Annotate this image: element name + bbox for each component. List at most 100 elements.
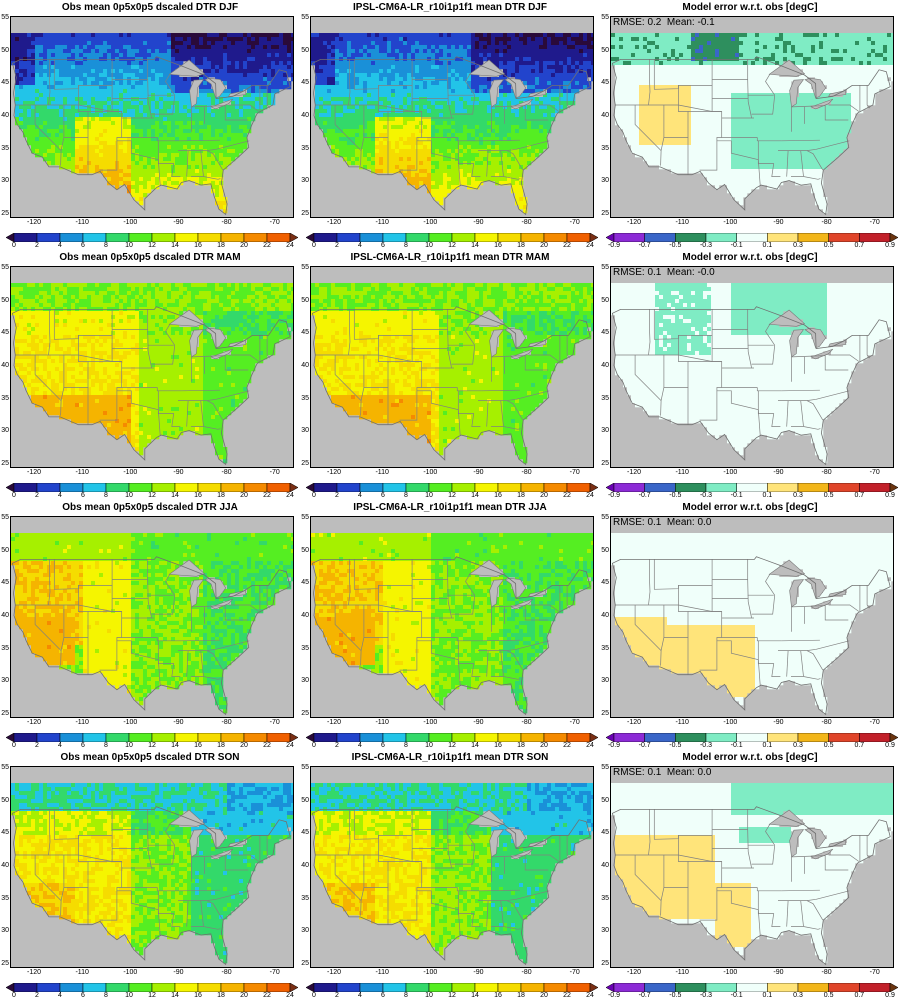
map-svg xyxy=(311,783,593,966)
state-boundary xyxy=(181,389,220,392)
colorbar-swatch xyxy=(243,233,268,242)
state-boundary xyxy=(186,900,189,927)
map-panel-model-son: IPSL-CM6A-LR_r10i1p1f1 mean DTR SON 55 50 4… xyxy=(300,750,600,1000)
state-boundary xyxy=(451,74,476,115)
field-cells xyxy=(11,33,293,214)
lon-tick-label: -80 xyxy=(512,469,542,476)
state-boundary xyxy=(186,400,189,427)
colorbar-swatch xyxy=(105,983,130,992)
lon-tick-label: -80 xyxy=(812,719,842,726)
colorbar-label: 18 xyxy=(209,492,233,499)
lon-tick-label: -90 xyxy=(763,219,793,226)
state-boundary xyxy=(791,605,826,608)
state-boundary xyxy=(157,890,181,927)
state-boundary xyxy=(34,105,62,151)
colorbar-swatch xyxy=(828,983,860,992)
colorbar-label: 6 xyxy=(371,242,395,249)
state-boundary xyxy=(757,140,781,177)
lat-tick-label: 30 xyxy=(597,177,609,184)
state-boundary xyxy=(191,605,226,608)
state-boundary xyxy=(778,890,850,901)
state-boundary xyxy=(491,650,504,677)
state-boundary xyxy=(528,354,560,362)
colorbar-swatch xyxy=(174,733,199,742)
colorbar-label: -0.9 xyxy=(602,742,626,749)
colorbar-label: 2 xyxy=(325,742,349,749)
state-boundary xyxy=(524,355,549,371)
great-lake-3 xyxy=(210,848,234,860)
colorbar xyxy=(606,483,898,492)
state-boundary xyxy=(191,650,204,677)
colorbar-label: 16 xyxy=(486,742,510,749)
colorbar-label: 24 xyxy=(578,742,602,749)
lat-tick-label: 35 xyxy=(597,895,609,902)
great-lake-2 xyxy=(204,827,227,849)
state-boundary xyxy=(716,390,761,436)
state-boundary xyxy=(747,59,752,119)
state-boundary xyxy=(528,104,560,112)
state-boundary xyxy=(206,150,224,171)
colorbar-swatch xyxy=(474,733,499,742)
map-svg xyxy=(611,783,893,966)
lat-tick-label: 50 xyxy=(0,547,9,554)
state-boundary xyxy=(716,890,761,936)
great-lake-2 xyxy=(804,327,827,349)
lat-tick-label: 35 xyxy=(297,395,309,402)
country-outline xyxy=(311,56,591,216)
lat-tick-label: 35 xyxy=(297,645,309,652)
colorbar-swatch xyxy=(128,733,153,742)
colorbar-swatch xyxy=(82,983,107,992)
state-boundary xyxy=(524,855,549,871)
state-boundary xyxy=(716,640,761,686)
colorbar-swatch xyxy=(151,483,176,492)
colorbar-swatch xyxy=(705,483,737,492)
lon-tick-label: -100 xyxy=(415,969,445,976)
colorbar-label: 0.1 xyxy=(755,492,779,499)
colorbar-label: 12 xyxy=(440,742,464,749)
colorbar-swatch xyxy=(105,733,130,742)
state-boundary xyxy=(116,390,161,436)
state-boundary xyxy=(224,605,249,621)
lat-tick-label: 50 xyxy=(297,797,309,804)
lat-tick-label: 30 xyxy=(597,427,609,434)
great-lake-3 xyxy=(810,848,834,860)
lon-tick-label: -110 xyxy=(67,219,97,226)
state-boundary xyxy=(147,559,152,619)
map-panel-err-jja: Model error w.r.t. obs [degC] RMSE: 0.1 M… xyxy=(600,500,900,750)
colorbar-swatch xyxy=(243,983,268,992)
lon-tick-label: -110 xyxy=(367,219,397,226)
colorbar-swatch xyxy=(451,983,476,992)
state-boundary xyxy=(456,887,482,892)
country-outline xyxy=(611,56,891,216)
state-boundary xyxy=(803,926,821,930)
state-boundary xyxy=(156,137,182,142)
lat-tick-label: 45 xyxy=(0,79,9,86)
panel-title: Model error w.r.t. obs [degC] xyxy=(600,252,900,263)
lat-tick-label: 45 xyxy=(597,579,609,586)
lat-tick-label: 35 xyxy=(0,395,9,402)
colorbar-label: 16 xyxy=(486,992,510,999)
colorbar-label: 10 xyxy=(117,242,141,249)
lon-tick-label: -80 xyxy=(212,469,242,476)
state-boundary xyxy=(803,176,821,180)
colorbar-swatch xyxy=(675,233,707,242)
colorbar xyxy=(6,483,298,492)
state-boundary xyxy=(334,605,362,651)
lat-tick-label: 30 xyxy=(597,927,609,934)
state-boundary xyxy=(756,387,782,392)
state-boundary xyxy=(634,855,662,901)
state-boundary xyxy=(348,559,351,606)
lat-tick-label: 40 xyxy=(297,862,309,869)
colorbar-label: -0.3 xyxy=(694,492,718,499)
colorbar-swatch xyxy=(36,233,61,242)
state-boundary xyxy=(478,890,550,901)
great-lake-3 xyxy=(810,98,834,110)
colorbar-swatch xyxy=(613,733,645,742)
map-panel-err-mam: Model error w.r.t. obs [degC] RMSE: 0.1 M… xyxy=(600,250,900,500)
state-boundary xyxy=(503,926,521,930)
lat-tick-label: 50 xyxy=(597,797,609,804)
colorbar-label: 6 xyxy=(371,492,395,499)
colorbar xyxy=(606,983,898,992)
panel-title: IPSL-CM6A-LR_r10i1p1f1 mean DTR SON xyxy=(300,752,600,763)
state-boundary xyxy=(451,824,476,865)
